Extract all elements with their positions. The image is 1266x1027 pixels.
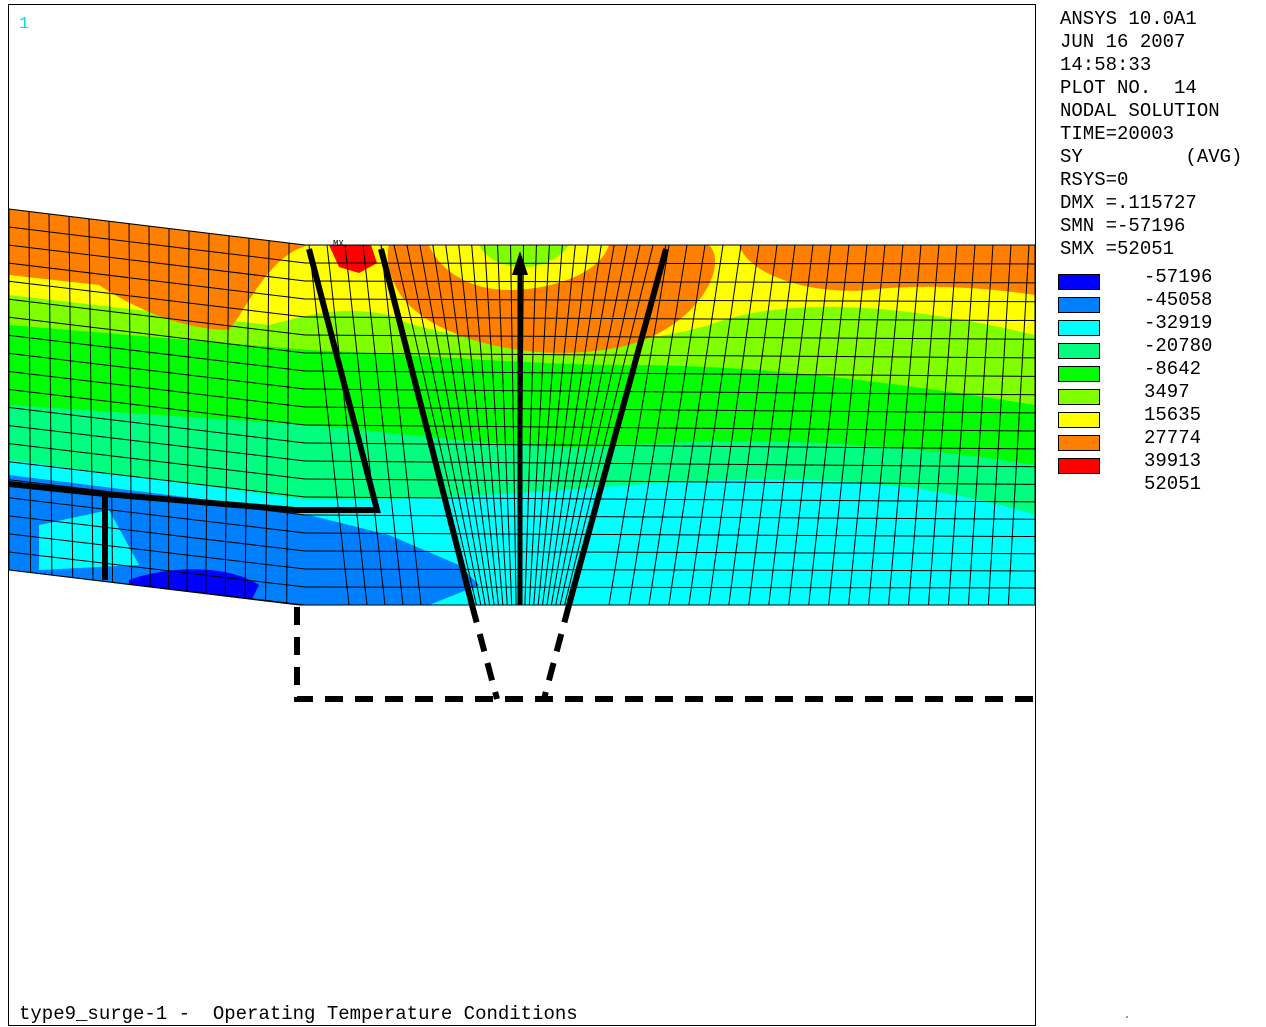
info-line: SMX =52051 [1060, 238, 1175, 260]
legend-swatch [1058, 412, 1100, 428]
stray-dot [1126, 1016, 1128, 1018]
legend-value: -45058 [1144, 289, 1213, 311]
info-line: RSYS=0 [1060, 169, 1129, 191]
info-line: DMX =.115727 [1060, 192, 1197, 214]
arrow [512, 251, 528, 605]
legend-swatch [1058, 389, 1100, 405]
mesh-outline [9, 208, 1035, 606]
graphics-viewport[interactable]: MX 1 type9_surge-1 - Operating Temperatu… [8, 4, 1036, 1026]
info-line: SMN =-57196 [1060, 215, 1186, 237]
info-line: 14:58:33 [1060, 54, 1152, 76]
legend-value: 15635 [1144, 404, 1202, 426]
band-blue-mid [9, 475, 479, 605]
info-line: PLOT NO. 14 [1060, 77, 1197, 99]
max-label: MX [333, 239, 344, 249]
band-cyan-left [39, 510, 139, 570]
element-mesh [9, 209, 1035, 605]
legend-value: 52051 [1144, 473, 1202, 495]
section-lines [9, 248, 669, 606]
legend-value: -20780 [1144, 335, 1213, 357]
legend-value: -57196 [1144, 266, 1213, 288]
legend-swatch [1058, 297, 1100, 313]
legend-swatch [1058, 320, 1100, 336]
legend-value: -8642 [1144, 358, 1202, 380]
info-panel: ANSYS 10.0A1 JUN 16 2007 14:58:33 PLOT NO. … [1060, 8, 1260, 261]
legend-value: 27774 [1144, 427, 1202, 449]
info-line: JUN 16 2007 [1060, 31, 1186, 53]
legend-value: -32919 [1144, 312, 1213, 334]
legend-swatch [1058, 274, 1100, 290]
info-line: SY (AVG) [1060, 146, 1243, 168]
legend-swatch [1058, 343, 1100, 359]
info-line: NODAL SOLUTION [1060, 100, 1220, 122]
legend-swatch [1058, 435, 1100, 451]
legend-swatch [1058, 458, 1100, 474]
window-number: 1 [19, 15, 30, 34]
info-line: ANSYS 10.0A1 [1060, 8, 1197, 30]
legend-value: 3497 [1144, 381, 1190, 403]
legend-value: 39913 [1144, 450, 1202, 472]
legend-swatch [1058, 366, 1100, 382]
contour-plot: MX [9, 208, 1035, 702]
dashed-lines [294, 604, 1035, 702]
band-green-top [479, 245, 569, 267]
info-line: TIME=20003 [1060, 123, 1175, 145]
plot-subtitle: type9_surge-1 - Operating Temperature Co… [19, 1003, 578, 1025]
